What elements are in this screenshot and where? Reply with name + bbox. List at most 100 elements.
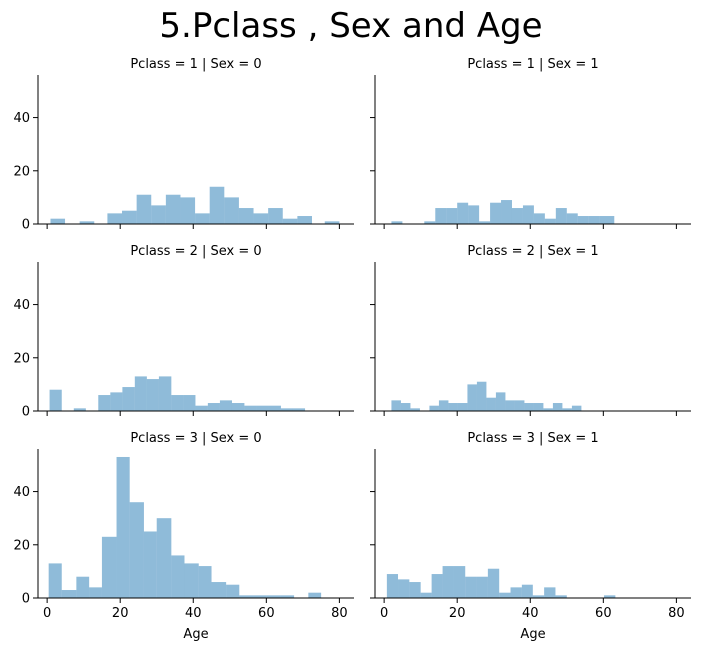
y-tick-label: 20 xyxy=(13,538,30,553)
histogram-bar xyxy=(409,582,421,598)
histogram-bar xyxy=(211,582,227,598)
histogram-bar xyxy=(165,194,181,224)
histogram-bar xyxy=(209,186,225,224)
histogram-bar xyxy=(562,408,572,411)
histogram-bar xyxy=(107,213,123,224)
histogram-bar xyxy=(282,218,298,224)
histogram-bar xyxy=(543,408,553,411)
histogram-bar xyxy=(505,400,515,411)
histogram-bar xyxy=(431,574,443,598)
histogram-bar xyxy=(566,213,578,224)
histogram-bar xyxy=(386,574,399,598)
histogram-bar xyxy=(143,531,157,598)
histogram-bar xyxy=(524,403,534,411)
y-tick-label: 0 xyxy=(22,218,30,233)
x-axis-label: Age xyxy=(183,627,208,642)
histogram-bar xyxy=(253,595,267,598)
histogram-bar xyxy=(308,592,322,598)
histogram-bar xyxy=(158,376,172,411)
histogram-bar xyxy=(476,381,487,411)
histogram-bar xyxy=(435,208,447,224)
histogram-bar xyxy=(544,218,556,224)
histogram-bar xyxy=(468,205,480,225)
histogram-bar xyxy=(195,405,208,411)
x-tick-label: 80 xyxy=(668,606,685,621)
histogram-bar xyxy=(510,587,522,598)
x-tick-label: 0 xyxy=(43,606,51,621)
histogram-bar xyxy=(76,576,90,598)
facet-panel-4: Pclass = 2 | Sex = 1 xyxy=(370,244,691,416)
histogram-bar xyxy=(398,579,410,599)
facet-panel-3: Pclass = 2 | Sex = 0 0 20 40 xyxy=(13,244,354,420)
histogram-bar xyxy=(446,208,458,224)
histogram-bar xyxy=(50,218,66,224)
histogram-bar xyxy=(79,221,95,224)
histogram-bar xyxy=(499,592,511,598)
x-axis-label: Age xyxy=(520,627,545,642)
histogram-bar xyxy=(514,400,525,411)
panel-title: Pclass = 1 | Sex = 1 xyxy=(467,57,598,72)
histogram-bar xyxy=(453,566,466,598)
histogram-bar xyxy=(238,208,254,224)
panels-group: Pclass = 1 | Sex = 0 0 20 40 Pclass = 1 | Se… xyxy=(13,57,691,642)
histogram-bar xyxy=(280,408,293,411)
histogram-bar xyxy=(146,379,159,411)
histogram-bar xyxy=(521,584,533,598)
histogram-bar xyxy=(98,395,111,411)
panel-title: Pclass = 1 | Sex = 0 xyxy=(130,57,261,72)
histogram-bar xyxy=(134,376,147,411)
histogram-bar xyxy=(555,595,567,598)
histogram-bar xyxy=(268,208,283,224)
histogram-bar xyxy=(555,208,567,224)
histogram-bar xyxy=(577,216,589,224)
histogram-bar xyxy=(495,392,506,412)
histogram-bar xyxy=(410,408,420,411)
histogram-bar xyxy=(171,395,184,411)
histogram-bar xyxy=(479,221,491,224)
histogram-bar xyxy=(400,403,411,411)
histogram-bar xyxy=(89,587,102,598)
histogram-bar xyxy=(207,403,220,411)
panel-title: Pclass = 2 | Sex = 0 xyxy=(130,244,261,259)
x-tick-label: 0 xyxy=(380,606,388,621)
facet-panel-2: Pclass = 1 | Sex = 1 xyxy=(370,57,691,229)
x-tick-label: 20 xyxy=(449,606,466,621)
histogram-bar xyxy=(239,595,254,598)
histogram-bar xyxy=(465,576,477,598)
histogram-bar xyxy=(184,563,199,598)
x-tick-label: 60 xyxy=(258,606,275,621)
histogram-bar xyxy=(195,213,210,224)
x-tick-label: 40 xyxy=(185,606,202,621)
histogram-bar xyxy=(61,590,77,598)
histogram-bar xyxy=(266,595,281,598)
histogram-bar xyxy=(599,216,615,224)
histogram-bar xyxy=(424,221,436,224)
histogram-bar xyxy=(253,213,269,224)
x-tick-label: 20 xyxy=(112,606,129,621)
histogram-bar xyxy=(490,202,502,224)
histogram-bar xyxy=(110,392,123,412)
histogram-bar xyxy=(511,208,523,224)
histogram-bar xyxy=(476,576,488,598)
y-tick-label: 40 xyxy=(13,485,30,500)
histogram-bar xyxy=(457,202,469,224)
histogram-bar xyxy=(73,408,86,411)
histogram-bar xyxy=(324,221,340,224)
histogram-bar xyxy=(588,216,600,224)
histogram-bar xyxy=(48,563,62,598)
histogram-bar xyxy=(116,456,130,598)
histogram-bar xyxy=(297,216,312,224)
histogram-bar xyxy=(292,408,306,411)
y-tick-label: 0 xyxy=(22,592,30,607)
panel-title: Pclass = 3 | Sex = 1 xyxy=(467,431,598,446)
facet-panel-5: Pclass = 3 | Sex = 0 0 20 40 0 20 40 60 80 Age xyxy=(13,431,354,642)
histogram-bar xyxy=(136,194,152,224)
histogram-bar xyxy=(429,405,439,411)
histogram-bar xyxy=(571,405,582,411)
histogram-bar xyxy=(226,584,240,598)
histogram-bar xyxy=(231,403,245,411)
histogram-bar xyxy=(420,592,432,598)
histogram-bar xyxy=(101,536,117,598)
histogram-bar xyxy=(532,595,545,598)
histogram-bar xyxy=(219,400,232,411)
